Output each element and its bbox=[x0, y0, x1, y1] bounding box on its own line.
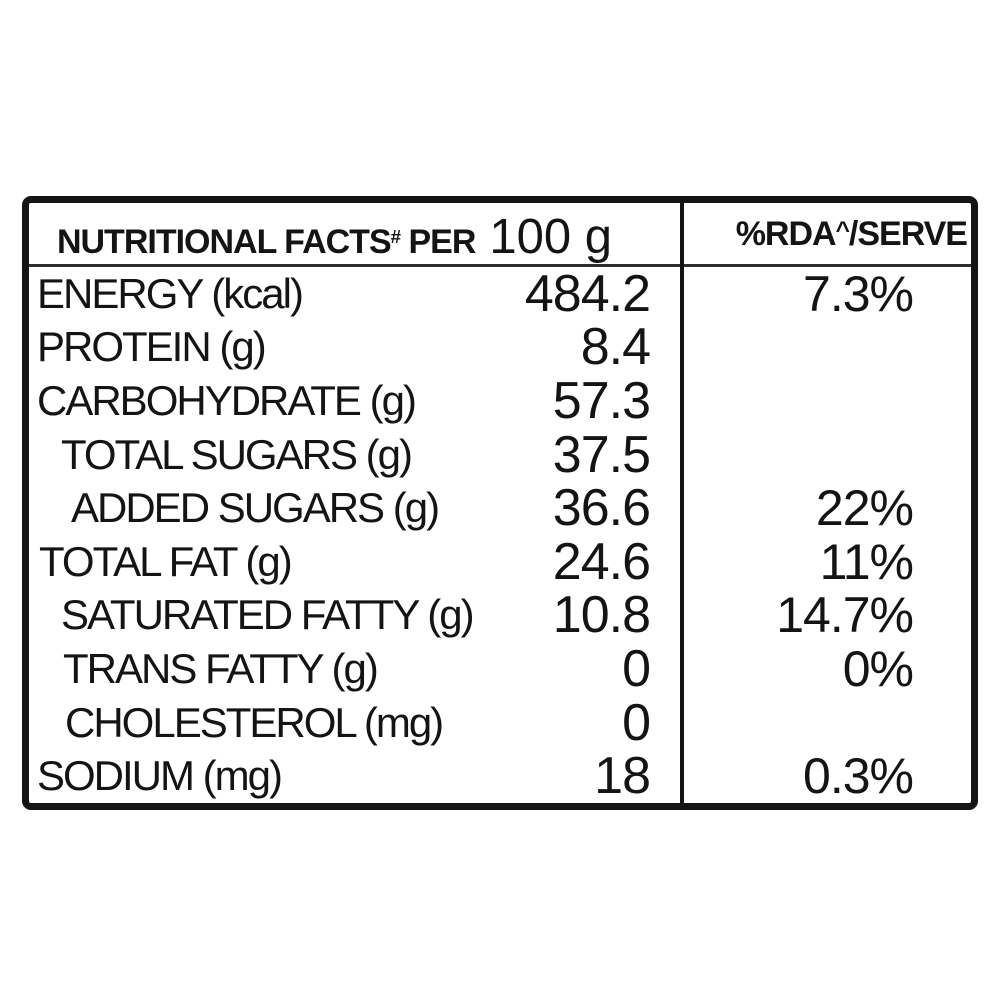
nutrient-label: PROTEIN (g) bbox=[37, 323, 267, 371]
rda-header-caret: ^ bbox=[835, 216, 850, 244]
nutrient-label: TRANS FATTY (g) bbox=[63, 644, 379, 692]
nutrient-row: SATURATED FATTY (g) 10.8 14.7% bbox=[29, 589, 971, 643]
nutrient-rda: 14.7% bbox=[776, 587, 914, 644]
nutrient-row: TOTAL SUGARS (g) 37.5 bbox=[29, 428, 971, 482]
header-title: NUTRITIONAL FACTS# PER bbox=[56, 223, 477, 261]
nutrient-rda: 11% bbox=[819, 533, 914, 590]
header-separator-line bbox=[29, 264, 971, 267]
table-header-right: %RDA^/SERVE bbox=[684, 203, 971, 264]
nutrient-row-left-cell: SODIUM (mg) 18 bbox=[29, 750, 680, 802]
nutrient-rda: 7.3% bbox=[803, 265, 914, 322]
nutrient-value: 0 bbox=[622, 639, 651, 698]
nutrient-value: 57.3 bbox=[552, 371, 651, 430]
nutrient-label: TOTAL FAT (g) bbox=[39, 537, 293, 585]
table-header-left: NUTRITIONAL FACTS# PER 100 g bbox=[29, 203, 680, 264]
nutrient-row-rda-cell: 14.7% bbox=[684, 590, 971, 640]
nutrient-row: TRANS FATTY (g) 0 0% bbox=[29, 642, 971, 696]
rda-header-suffix: /SERVE bbox=[848, 214, 968, 253]
nutrient-row-rda-cell: 22% bbox=[684, 483, 971, 533]
header-per-label: PER bbox=[408, 223, 477, 261]
nutrient-row: ENERGY (kcal) 484.2 7.3% bbox=[29, 267, 971, 321]
table-header-row: NUTRITIONAL FACTS# PER 100 g %RDA^/SERVE bbox=[29, 203, 971, 264]
nutrient-label: SATURATED FATTY (g) bbox=[61, 591, 475, 639]
nutrient-row-rda-cell: 11% bbox=[684, 537, 971, 587]
nutrient-label: SODIUM (mg) bbox=[37, 752, 283, 800]
nutrient-rda: 0% bbox=[842, 640, 914, 697]
nutrient-row-left-cell: SATURATED FATTY (g) 10.8 bbox=[29, 589, 680, 641]
rda-column-header: %RDA^/SERVE bbox=[735, 214, 968, 253]
header-title-superscript: # bbox=[390, 225, 401, 247]
nutrient-label: ADDED SUGARS (g) bbox=[71, 484, 440, 532]
nutrient-row-rda-cell: 0% bbox=[684, 644, 971, 694]
nutrient-row-left-cell: TRANS FATTY (g) 0 bbox=[29, 643, 680, 695]
nutrient-row: CHOLESTEROL (mg) 0 bbox=[29, 696, 971, 750]
nutrient-row: ADDED SUGARS (g) 36.6 22% bbox=[29, 481, 971, 535]
nutrient-label: ENERGY (kcal) bbox=[37, 269, 304, 317]
nutrient-value: 8.4 bbox=[580, 318, 651, 377]
nutrient-value: 10.8 bbox=[552, 586, 651, 645]
nutrient-value: 0 bbox=[622, 693, 651, 752]
rda-header-text: %RDA bbox=[735, 214, 837, 253]
nutrient-value: 484.2 bbox=[524, 264, 651, 323]
nutrient-label: TOTAL SUGARS (g) bbox=[61, 430, 413, 478]
nutrient-row-left-cell: CARBOHYDRATE (g) 57.3 bbox=[29, 375, 680, 427]
nutrient-value: 18 bbox=[594, 747, 651, 806]
nutrient-row-left-cell: CHOLESTEROL (mg) 0 bbox=[29, 697, 680, 749]
nutrient-row-rda-cell: 0.3% bbox=[684, 751, 971, 801]
nutrient-row-left-cell: TOTAL SUGARS (g) 37.5 bbox=[29, 429, 680, 481]
nutrient-value: 36.6 bbox=[552, 479, 651, 538]
nutrient-row: CARBOHYDRATE (g) 57.3 bbox=[29, 374, 971, 428]
header-serving-amount: 100 g bbox=[489, 210, 613, 264]
nutrient-value: 37.5 bbox=[552, 425, 651, 484]
column-divider bbox=[680, 203, 684, 803]
nutrient-rda: 22% bbox=[815, 480, 914, 537]
nutrient-row-left-cell: TOTAL FAT (g) 24.6 bbox=[29, 536, 680, 588]
nutrient-row-left-cell: ADDED SUGARS (g) 36.6 bbox=[29, 482, 680, 534]
table-body: ENERGY (kcal) 484.2 7.3% PROTEIN (g) 8.4… bbox=[29, 267, 971, 803]
nutrient-row-left-cell: PROTEIN (g) 8.4 bbox=[29, 321, 680, 373]
nutrient-row: TOTAL FAT (g) 24.6 11% bbox=[29, 535, 971, 589]
nutrient-value: 24.6 bbox=[552, 532, 651, 591]
nutrient-label: CHOLESTEROL (mg) bbox=[65, 698, 444, 746]
header-title-text: NUTRITIONAL FACTS bbox=[56, 223, 392, 261]
nutrient-row-left-cell: ENERGY (kcal) 484.2 bbox=[29, 268, 680, 320]
nutrient-row: SODIUM (mg) 18 0.3% bbox=[29, 749, 971, 803]
nutrition-facts-table: NUTRITIONAL FACTS# PER 100 g %RDA^/SERVE… bbox=[22, 196, 978, 810]
nutrient-rda: 0.3% bbox=[803, 748, 914, 805]
nutrient-row-rda-cell: 7.3% bbox=[684, 269, 971, 319]
nutrient-row: PROTEIN (g) 8.4 bbox=[29, 321, 971, 375]
nutrient-label: CARBOHYDRATE (g) bbox=[37, 376, 417, 424]
